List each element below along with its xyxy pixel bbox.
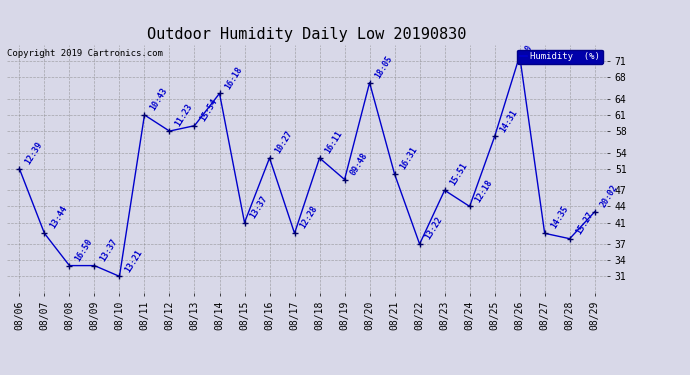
- Text: 13:44: 13:44: [48, 205, 70, 231]
- Text: 16:11: 16:11: [324, 129, 344, 155]
- Text: 10:27: 10:27: [274, 129, 295, 155]
- Text: 13:22: 13:22: [424, 215, 444, 241]
- Text: 13:37: 13:37: [248, 194, 270, 220]
- Text: 11:23: 11:23: [174, 102, 195, 128]
- Text: Copyright 2019 Cartronics.com: Copyright 2019 Cartronics.com: [7, 49, 163, 58]
- Text: 09:48: 09:48: [348, 151, 370, 177]
- Text: 15:54: 15:54: [199, 97, 219, 123]
- Text: 18:05: 18:05: [374, 54, 395, 80]
- Text: 15:51: 15:51: [448, 162, 470, 188]
- Text: 12:28: 12:28: [299, 205, 319, 231]
- Text: 16:18: 16:18: [224, 64, 244, 91]
- Text: 20:02: 20:02: [599, 183, 620, 209]
- Text: 14:35: 14:35: [549, 205, 570, 231]
- Text: 13:21: 13:21: [124, 248, 144, 274]
- Text: 12:18: 12:18: [474, 178, 495, 204]
- Title: Outdoor Humidity Daily Low 20190830: Outdoor Humidity Daily Low 20190830: [148, 27, 466, 42]
- Text: 16:31: 16:31: [399, 146, 420, 171]
- Legend: Humidity  (%): Humidity (%): [518, 50, 602, 64]
- Text: 13:37: 13:37: [99, 237, 119, 263]
- Text: 0: 0: [524, 44, 534, 53]
- Text: 15:27: 15:27: [574, 210, 595, 236]
- Text: 16:50: 16:50: [74, 237, 95, 263]
- Text: 12:39: 12:39: [23, 140, 44, 166]
- Text: 10:43: 10:43: [148, 86, 170, 112]
- Text: 14:31: 14:31: [499, 108, 520, 134]
